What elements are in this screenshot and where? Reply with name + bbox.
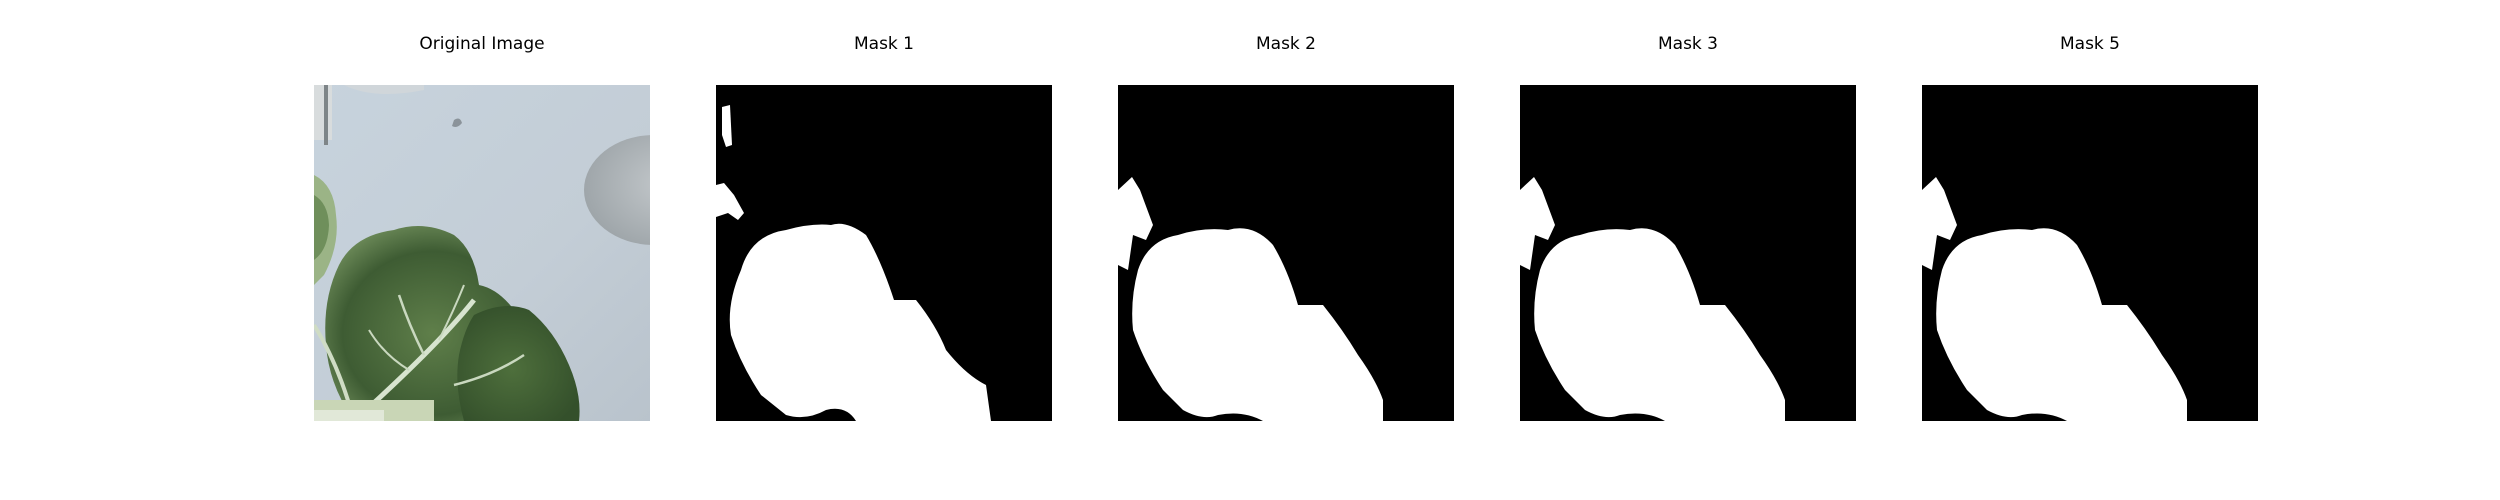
- panel-title: Mask 2: [1255, 34, 1316, 54]
- panel-title: Mask 3: [1657, 34, 1718, 54]
- original-image: [314, 85, 650, 421]
- mask-image: [1520, 85, 1856, 421]
- panel-title: Original Image: [419, 34, 545, 54]
- mask-image: [716, 85, 1052, 421]
- mask-image: [1922, 85, 2258, 421]
- panel-title: Mask 5: [2059, 34, 2120, 54]
- mask-image: [1118, 85, 1454, 421]
- panel-title: Mask 1: [853, 34, 914, 54]
